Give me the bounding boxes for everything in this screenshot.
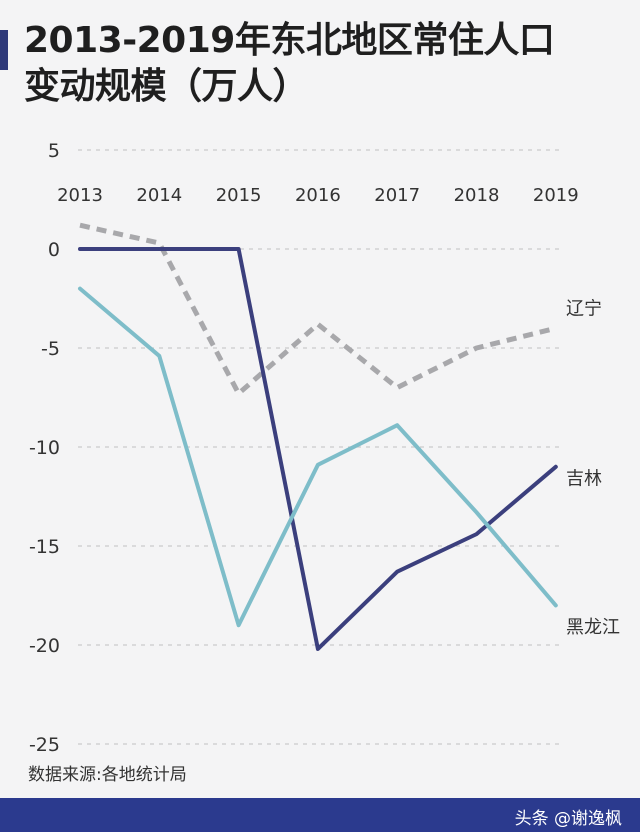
x-tick-label: 2015 bbox=[216, 185, 262, 206]
x-tick-label: 2019 bbox=[533, 185, 579, 206]
source-note: 数据来源:各地统计局 bbox=[28, 765, 187, 785]
chart-title-line-1: 2013-2019年东北地区常住人口 bbox=[24, 20, 555, 61]
y-tick-label: -25 bbox=[29, 734, 60, 756]
y-tick-label: -15 bbox=[29, 536, 60, 558]
chart-title: 2013-2019年东北地区常住人口 变动规模（万人） bbox=[24, 18, 624, 110]
y-tick-label: -20 bbox=[29, 635, 60, 657]
x-tick-label: 2016 bbox=[295, 185, 341, 206]
y-tick-label: 5 bbox=[48, 140, 60, 162]
title-accent-bar bbox=[0, 30, 8, 70]
chart-title-line-2: 变动规模（万人） bbox=[24, 66, 309, 107]
line-chart: 5 0 -5 -10 -15 -20 -25 2013 2014 2015 2016 2017 2018… bbox=[29, 140, 620, 756]
y-tick-label: -10 bbox=[29, 437, 60, 459]
x-tick-label: 2014 bbox=[136, 185, 182, 206]
series-label: 吉林 bbox=[566, 469, 602, 490]
series-line-2 bbox=[78, 247, 558, 651]
series-label: 辽宁 bbox=[566, 298, 602, 319]
footer-credit: 头条 @谢逸枫 bbox=[514, 809, 622, 829]
x-tick-label: 2018 bbox=[454, 185, 500, 206]
x-tick-label: 2017 bbox=[374, 185, 420, 206]
y-tick-label: 0 bbox=[48, 239, 60, 261]
footer-bar: 头条 @谢逸枫 bbox=[0, 798, 640, 832]
series-line-3 bbox=[78, 286, 558, 628]
y-tick-label: -5 bbox=[41, 338, 60, 360]
series-label: 黑龙江 bbox=[566, 617, 620, 638]
x-tick-label: 2013 bbox=[57, 185, 103, 206]
